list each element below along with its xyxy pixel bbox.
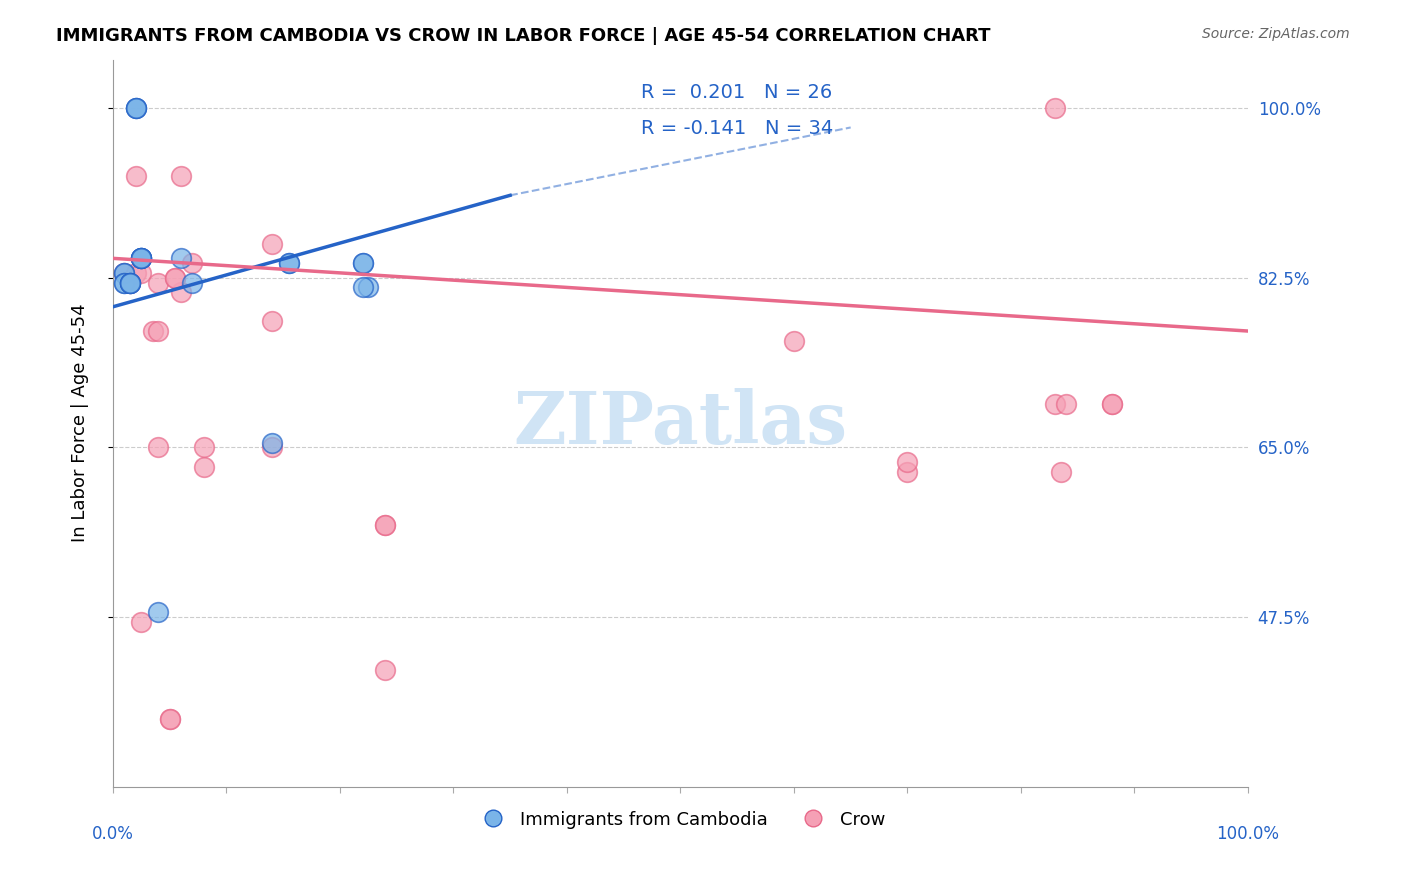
Point [896,455,918,469]
Text: ZIPatlas: ZIPatlas [513,388,848,458]
Point [112,276,135,290]
Text: R = -0.141   N = 34: R = -0.141 N = 34 [641,120,832,138]
Text: 100.0%: 100.0% [1216,825,1279,844]
Point [260,441,283,455]
Point [352,256,374,270]
Point [112,266,135,280]
Point [170,169,193,183]
Legend: Immigrants from Cambodia, Crow: Immigrants from Cambodia, Crow [468,804,893,836]
Point [148,324,170,338]
Point [896,465,918,479]
Point [124,101,146,115]
Point [129,252,152,266]
Point [193,459,215,474]
Point [129,266,152,280]
Y-axis label: In Labor Force | Age 45-54: In Labor Force | Age 45-54 [72,304,89,542]
Point [118,276,141,290]
Point [129,252,152,266]
Text: IMMIGRANTS FROM CAMBODIA VS CROW IN LABOR FORCE | AGE 45-54 CORRELATION CHART: IMMIGRANTS FROM CAMBODIA VS CROW IN LABO… [56,27,991,45]
Point [170,252,193,266]
Point [142,324,165,338]
Point [277,256,299,270]
Point [118,276,141,290]
Point [165,270,187,285]
Point [112,266,135,280]
Point [112,266,135,280]
Point [124,169,146,183]
Point [1043,101,1066,115]
Point [374,517,396,532]
Point [374,517,396,532]
Point [148,276,170,290]
Point [129,252,152,266]
Point [124,101,146,115]
Point [352,280,374,294]
Point [118,276,141,290]
Point [783,334,806,348]
Point [148,605,170,619]
Point [124,266,146,280]
Point [193,441,215,455]
Point [165,270,187,285]
Point [181,276,204,290]
Point [159,712,181,726]
Point [118,276,141,290]
Point [1043,397,1066,411]
Point [181,256,204,270]
Point [129,252,152,266]
Text: Source: ZipAtlas.com: Source: ZipAtlas.com [1202,27,1350,41]
Point [129,615,152,629]
Point [129,252,152,266]
Point [374,664,396,678]
Point [118,276,141,290]
Point [148,441,170,455]
Point [357,280,380,294]
Text: R =  0.201   N = 26: R = 0.201 N = 26 [641,83,832,102]
Point [260,236,283,251]
Point [1049,465,1071,479]
Text: 0.0%: 0.0% [91,825,134,844]
Point [170,285,193,300]
Point [352,256,374,270]
Point [260,435,283,450]
Point [1101,397,1123,411]
Point [260,314,283,328]
Point [1101,397,1123,411]
Point [159,712,181,726]
Point [124,101,146,115]
Point [1054,397,1077,411]
Point [112,276,135,290]
Point [277,256,299,270]
